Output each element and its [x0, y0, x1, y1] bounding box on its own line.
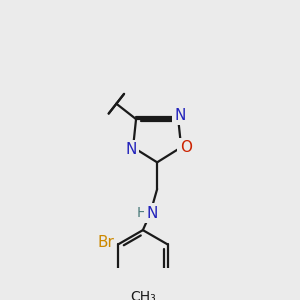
Text: Br: Br	[97, 235, 114, 250]
Text: O: O	[180, 140, 192, 155]
Text: H: H	[137, 206, 147, 220]
Text: N: N	[126, 142, 137, 158]
Text: N: N	[174, 108, 186, 123]
Text: N: N	[146, 206, 158, 221]
Text: CH₃: CH₃	[130, 290, 156, 300]
